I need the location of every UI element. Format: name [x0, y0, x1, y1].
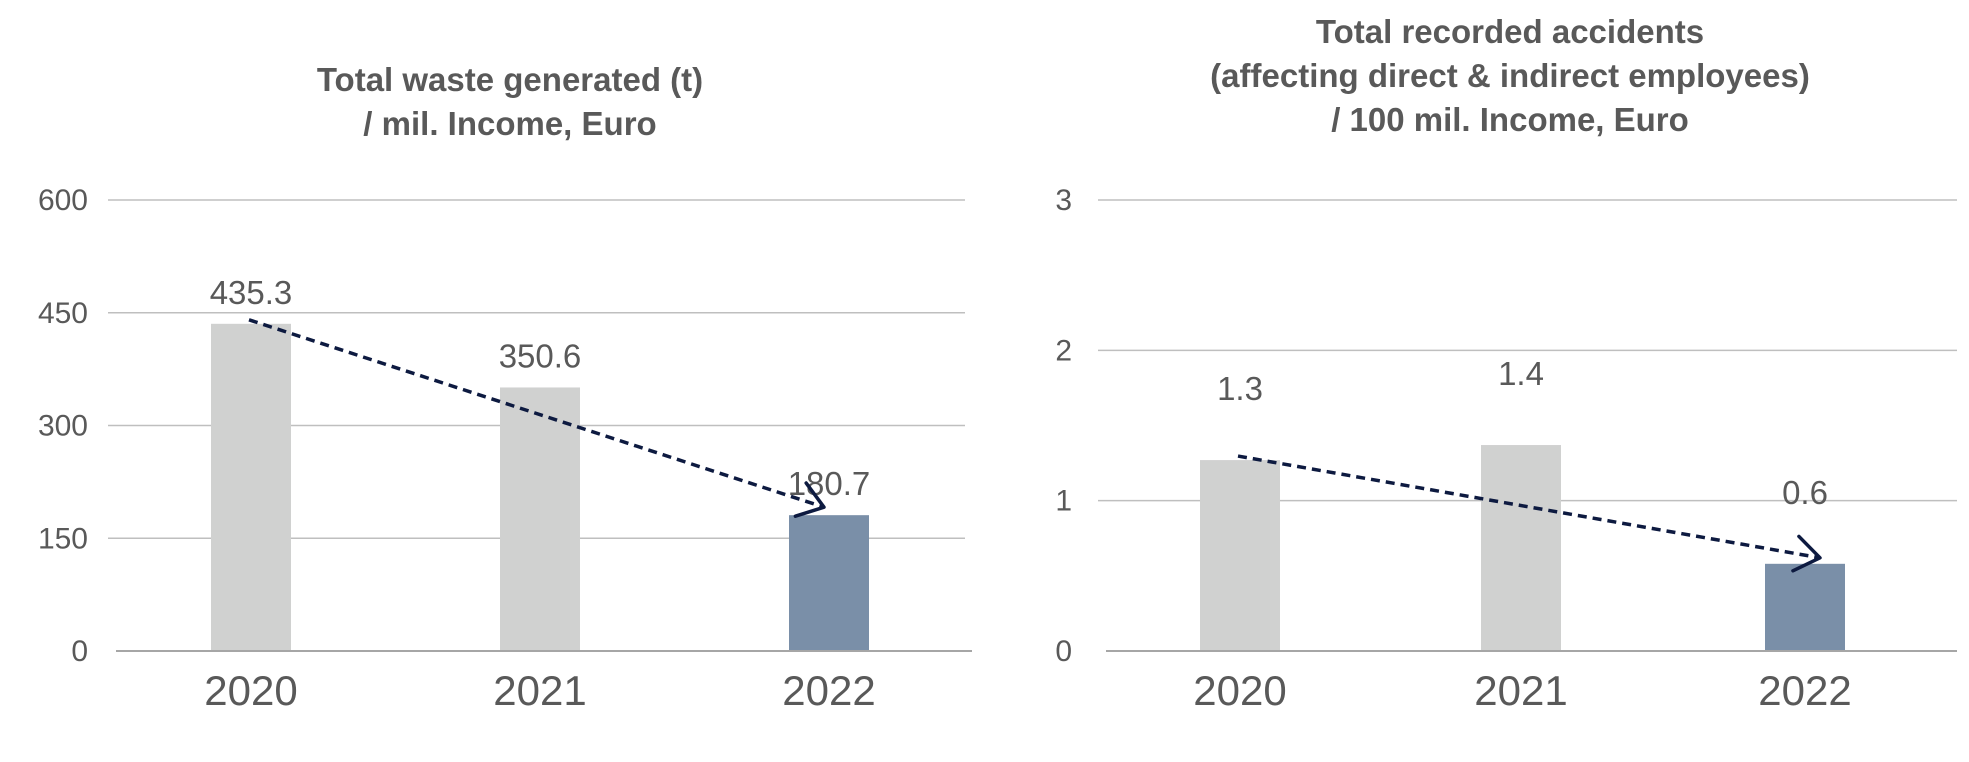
data-label: 435.3: [210, 274, 293, 311]
data-label: 180.7: [788, 465, 871, 502]
data-label: 1.3: [1217, 370, 1263, 407]
chart-title-line: Total recorded accidents: [1315, 13, 1705, 50]
y-tick-label: 450: [38, 297, 88, 330]
chart-title-accidents: Total recorded accidents (affecting dire…: [1050, 10, 1969, 142]
chart-title-line: / 100 mil. Income, Euro: [1331, 101, 1689, 138]
chart-title-line: (affecting direct & indirect employees): [1210, 57, 1810, 94]
y-tick-label: 0: [71, 635, 88, 668]
y-tick-label: 600: [38, 184, 88, 217]
y-tick-label: 1: [1055, 485, 1072, 518]
y-tick-label: 0: [1055, 635, 1072, 668]
trend-arrow-line: [1237, 454, 1821, 560]
chart-title-line: Total waste generated (t): [316, 61, 704, 98]
trend-arrow-line: [248, 318, 825, 509]
data-label: 350.6: [499, 337, 582, 374]
data-label: 1.4: [1498, 355, 1544, 392]
bar: [789, 515, 869, 651]
x-tick-label: 2020: [204, 667, 297, 714]
x-tick-label: 2021: [493, 667, 586, 714]
x-tick-label: 2022: [1758, 667, 1851, 714]
x-tick-label: 2022: [782, 667, 875, 714]
bar: [1200, 460, 1280, 651]
y-tick-label: 2: [1055, 334, 1072, 367]
chart-title-waste: Total waste generated (t) / mil. Income,…: [50, 58, 970, 146]
y-tick-label: 300: [38, 410, 88, 443]
trend-arrow-head: [793, 481, 826, 518]
bar: [211, 323, 291, 651]
bar: [1481, 445, 1561, 651]
y-tick-label: 3: [1055, 184, 1072, 217]
data-label: 0.6: [1782, 474, 1828, 511]
trend-arrow-head: [1791, 534, 1822, 573]
bar: [500, 387, 580, 651]
chart-title-line: / mil. Income, Euro: [363, 105, 657, 142]
x-tick-label: 2020: [1193, 667, 1286, 714]
y-tick-label: 150: [38, 522, 88, 555]
x-tick-label: 2021: [1474, 667, 1567, 714]
bar: [1765, 563, 1845, 651]
